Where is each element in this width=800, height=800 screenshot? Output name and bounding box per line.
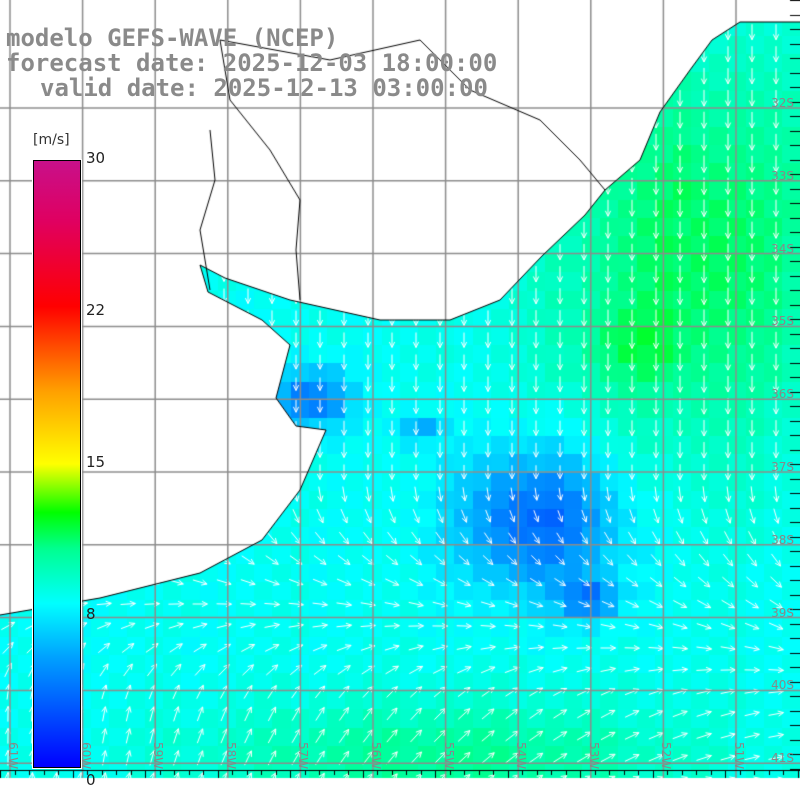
latitude-label: 41S: [771, 751, 794, 766]
longitude-label: 56W: [369, 742, 383, 770]
colorbar-tick: 30: [86, 149, 106, 167]
longitude-label: 59W: [151, 742, 166, 770]
latitude-label: 39S: [771, 605, 794, 620]
latitude-label: 33S: [771, 168, 794, 183]
colorbar: [32, 159, 82, 769]
model-title: modelo GEFS-WAVE (NCEP): [6, 24, 339, 52]
longitude-label: 55W: [441, 742, 456, 770]
longitude-label: 53W: [586, 742, 601, 770]
forecast-date: forecast date: 2025-12-03 18:00:00: [6, 49, 498, 77]
latitude-label: 34S: [771, 241, 794, 256]
latitude-label: 38S: [771, 532, 794, 547]
colorbar-tick: 0: [86, 771, 96, 789]
longitude-label: 54W: [514, 742, 529, 770]
latitude-label: 40S: [771, 678, 794, 693]
colorbar-tick: 22: [86, 301, 106, 319]
longitude-label: 52W: [659, 742, 674, 770]
latitude-label: 32S: [771, 96, 794, 110]
longitude-label: 60W: [78, 742, 93, 770]
latitude-label: 35S: [771, 314, 794, 329]
colorbar-tick: 15: [86, 453, 106, 471]
colorbar-tick: 8: [86, 605, 96, 623]
latitude-label: 36S: [771, 387, 794, 402]
valid-date: valid date: 2025-12-13 03:00:00: [40, 74, 488, 102]
latitude-label: 37S: [771, 460, 794, 474]
longitude-label: 57W: [296, 742, 311, 770]
colorbar-unit: [m/s]: [33, 132, 70, 148]
longitude-label: 51W: [732, 742, 746, 770]
longitude-label: 58W: [223, 742, 238, 770]
longitude-label: 61W: [6, 742, 20, 770]
